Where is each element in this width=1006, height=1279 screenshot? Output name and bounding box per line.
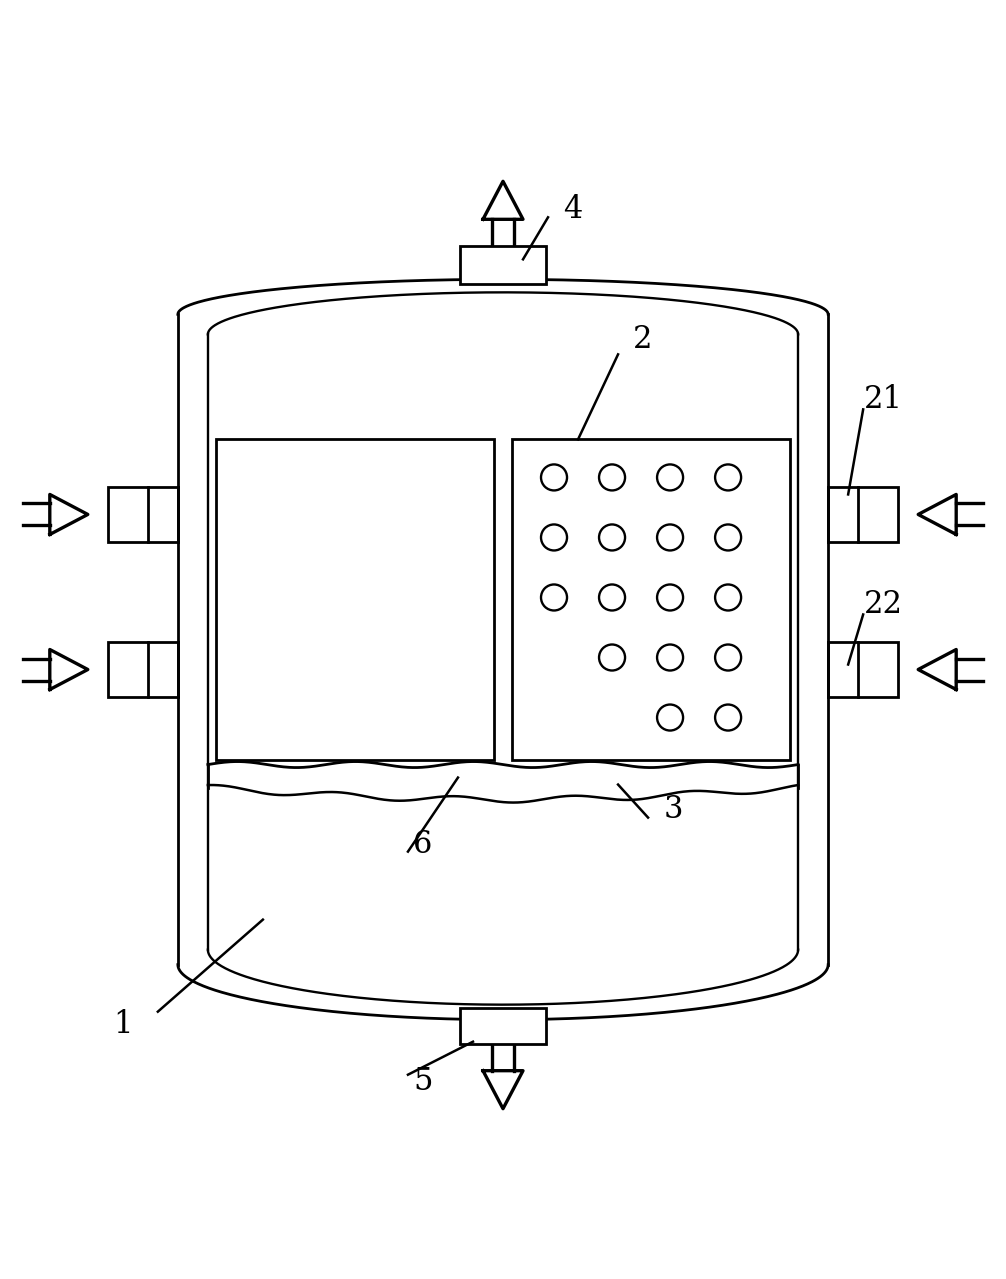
Circle shape: [599, 645, 625, 670]
Circle shape: [657, 705, 683, 730]
Circle shape: [715, 705, 741, 730]
Circle shape: [715, 645, 741, 670]
Circle shape: [715, 585, 741, 610]
Circle shape: [599, 524, 625, 550]
Bar: [858, 642, 898, 697]
Bar: [216, 440, 494, 760]
Circle shape: [599, 464, 625, 490]
Bar: [461, 247, 545, 284]
Circle shape: [541, 464, 567, 490]
Circle shape: [599, 585, 625, 610]
Text: 2: 2: [634, 324, 653, 354]
Circle shape: [657, 585, 683, 610]
Bar: [512, 440, 790, 760]
Text: 1: 1: [113, 1009, 133, 1040]
Circle shape: [715, 464, 741, 490]
Circle shape: [657, 524, 683, 550]
Text: 6: 6: [413, 829, 433, 859]
Text: 22: 22: [864, 590, 902, 620]
Bar: [108, 487, 148, 542]
Circle shape: [541, 585, 567, 610]
Circle shape: [657, 645, 683, 670]
Circle shape: [541, 524, 567, 550]
Text: 21: 21: [864, 384, 902, 414]
Text: 5: 5: [413, 1067, 433, 1097]
Text: 3: 3: [663, 794, 683, 825]
Text: 4: 4: [563, 194, 582, 225]
Bar: [461, 1008, 545, 1044]
Circle shape: [657, 464, 683, 490]
Bar: [858, 487, 898, 542]
Bar: [108, 642, 148, 697]
Circle shape: [715, 524, 741, 550]
